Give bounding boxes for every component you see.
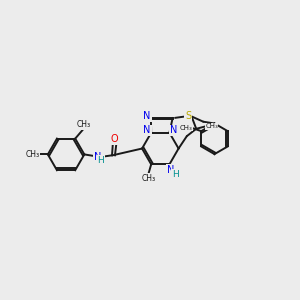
- Text: N: N: [170, 125, 177, 135]
- Text: H: H: [172, 169, 178, 178]
- Text: CH₃: CH₃: [26, 150, 40, 159]
- Text: N: N: [143, 125, 151, 135]
- Text: N: N: [94, 152, 101, 162]
- Text: CH₃: CH₃: [141, 174, 155, 183]
- Text: O: O: [111, 134, 118, 144]
- Text: CH₃: CH₃: [77, 120, 91, 129]
- Text: S: S: [185, 111, 191, 122]
- Text: N: N: [143, 111, 151, 122]
- Text: N: N: [167, 165, 175, 175]
- Text: H: H: [98, 156, 104, 165]
- Text: CH₃: CH₃: [179, 124, 192, 130]
- Text: CH₃: CH₃: [205, 123, 218, 129]
